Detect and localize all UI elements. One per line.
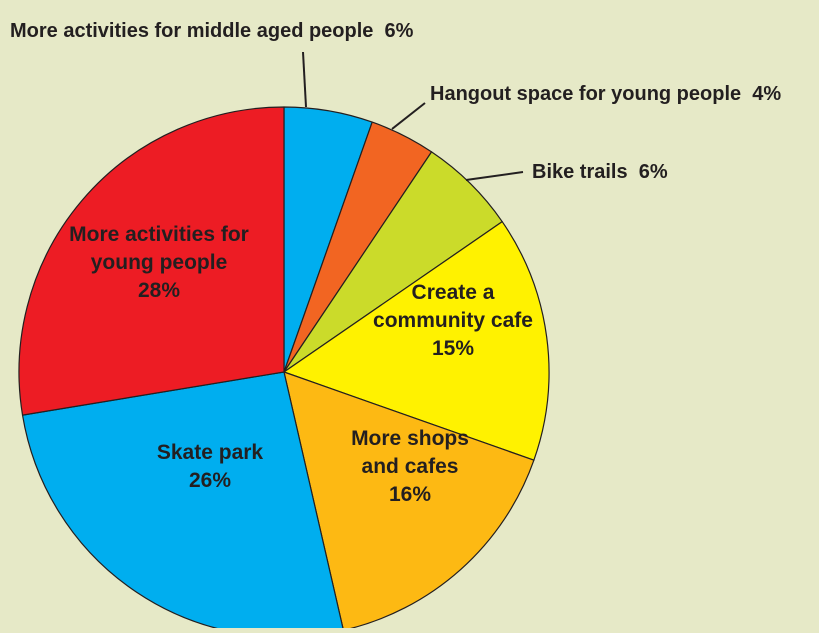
slice-label-line: More shops	[351, 427, 469, 450]
slice-label-line: Skate park	[157, 441, 264, 464]
slice-label-line: More activities for	[69, 223, 249, 246]
pie-slice-skate-park	[21, 371, 345, 633]
slice-label-hangout-space-for-young-people: Hangout space for young people 4%	[430, 83, 781, 105]
slice-label-create-a-community-cafe: Create a community cafe 15%	[373, 281, 533, 360]
callout-line-more-activities-for-middle-aged-people	[302, 51, 307, 108]
slice-label-skate-park: Skate park 26%	[157, 441, 264, 492]
slice-label-bike-trails: Bike trails 6%	[532, 161, 668, 183]
slice-label-line: 26%	[189, 469, 231, 492]
pie-slice-more-shops-and-cafes	[283, 371, 535, 631]
pie-slice-more-activities-for-young-people	[18, 106, 285, 416]
slice-label-line: Create a	[412, 281, 495, 304]
slice-label-line: 28%	[138, 279, 180, 302]
slice-label-line: community cafe	[373, 309, 533, 332]
slice-label-more-activities-for-young-people: More activities for young people 28%	[69, 223, 249, 302]
callout-leader-lines	[302, 51, 524, 181]
pie-slices	[18, 106, 550, 633]
pie-slice-create-a-community-cafe	[283, 221, 550, 461]
slice-label-more-activities-for-middle-aged-people: More activities for middle aged people 6…	[10, 20, 414, 42]
slice-label-more-shops-and-cafes: More shops and cafes 16%	[351, 427, 469, 506]
slice-label-line: 16%	[389, 483, 431, 506]
slice-labels: More activities for middle aged people 6…	[10, 20, 781, 506]
slice-label-line: 15%	[432, 337, 474, 360]
slice-label-line: young people	[91, 251, 228, 274]
callout-line-bike-trails	[465, 171, 524, 181]
callout-line-hangout-space-for-young-people	[391, 102, 426, 130]
slice-label-line: and cafes	[362, 455, 459, 478]
